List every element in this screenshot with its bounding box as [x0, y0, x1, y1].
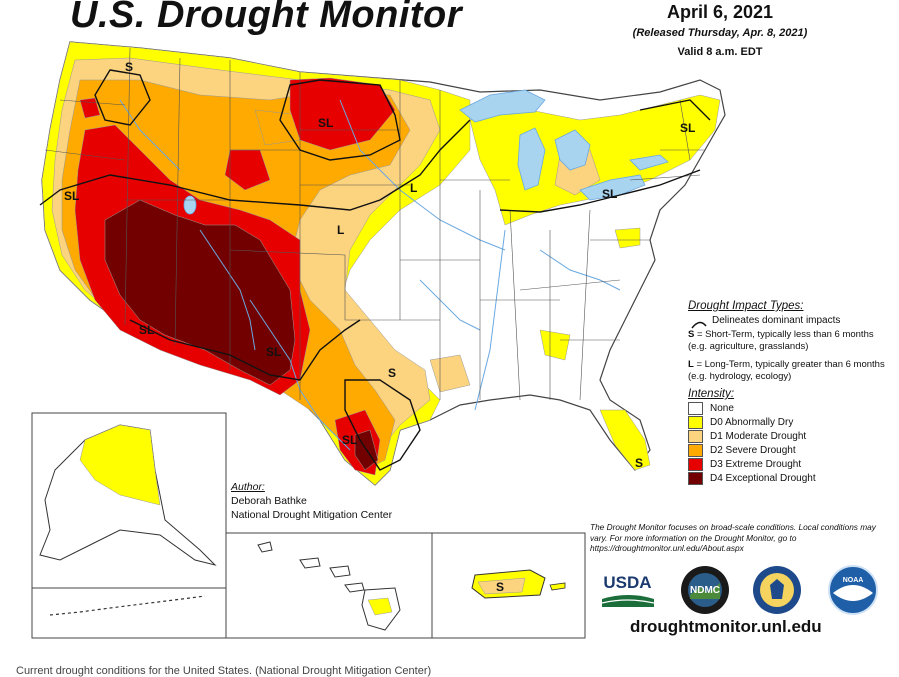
short-term-text: = Short-Term, typically less than 6 mont… — [688, 329, 874, 352]
intensity-label: D0 Abnormally Dry — [710, 417, 794, 428]
released-date: (Released Thursday, Apr. 8, 2021) — [632, 27, 808, 39]
map-label-sl: SL — [680, 121, 696, 135]
intensity-label: D2 Severe Drought — [710, 445, 796, 456]
intensity-row: D4 Exceptional Drought — [688, 472, 893, 485]
noaa-logo[interactable]: NOAA — [828, 565, 878, 615]
ndmc-logo-text: NDMC — [690, 584, 720, 596]
intensity-label: D4 Exceptional Drought — [710, 473, 816, 484]
map-label-l: L — [337, 223, 345, 237]
noaa-seal-icon — [828, 565, 878, 615]
intensity-label: D3 Extreme Drought — [710, 459, 802, 470]
long-term-note: L = Long-Term, typically greater than 6 … — [688, 359, 893, 383]
author-block: Author: Deborah Bathke National Drought … — [231, 480, 392, 522]
short-term-key: S — [688, 329, 695, 340]
website-link[interactable]: droughtmonitor.unl.edu — [630, 617, 822, 636]
author-org: National Drought Mitigation Center — [231, 509, 393, 521]
map-label-l: L — [410, 181, 418, 195]
author-name: Deborah Bathke — [231, 495, 307, 507]
hawaii-inset-frame — [225, 532, 433, 639]
intensity-swatch — [688, 444, 703, 457]
intensity-label: None — [710, 403, 734, 414]
commerce-logo[interactable] — [752, 565, 802, 615]
alaska-d0 — [79, 424, 161, 506]
noaa-logo-text: NOAA — [842, 577, 864, 584]
intensity-swatch — [688, 416, 703, 429]
long-term-text: = Long-Term, typically greater than 6 mo… — [688, 359, 885, 382]
intensity-list: None D0 Abnormally Dry D1 Moderate Drought… — [688, 402, 893, 485]
intensity-heading: Intensity: — [688, 388, 735, 400]
impact-line-sample-icon — [691, 321, 707, 329]
map-label-s: S — [635, 456, 644, 470]
intensity-swatch — [688, 472, 703, 485]
impact-lines — [39, 69, 711, 471]
rivers — [119, 99, 621, 451]
great-lakes — [183, 89, 669, 215]
legend: Drought Impact Types: Delineates dominan… — [688, 300, 893, 486]
map-label-s: S — [125, 60, 134, 74]
map-label-sl: SL — [139, 323, 155, 337]
disclaimer-note: The Drought Monitor focuses on broad-sca… — [590, 522, 876, 553]
map-title: U.S. Drought Monitor — [70, 0, 463, 36]
usda-logo-text: USDA — [603, 573, 652, 592]
ndmc-seal-icon — [681, 566, 729, 614]
impact-types-heading: Drought Impact Types: — [688, 300, 804, 312]
department-of-commerce-seal-icon — [753, 566, 801, 614]
intensity-row: D0 Abnormally Dry — [688, 416, 893, 429]
usda-hills-icon — [601, 595, 654, 607]
intensity-row: D3 Extreme Drought — [688, 458, 893, 471]
map-label-sl: SL — [342, 433, 358, 447]
intensity-swatch — [688, 402, 703, 415]
image-caption: Current drought conditions for the Unite… — [16, 665, 432, 677]
map-date: April 6, 2021 — [666, 2, 774, 22]
intensity-label: D1 Moderate Drought — [710, 431, 807, 442]
map-label-s: S — [388, 366, 397, 380]
map-label-s: S — [496, 580, 505, 594]
delineates-label: Delineates dominant impacts — [712, 315, 841, 326]
state-lines — [44, 47, 705, 401]
intensity-swatch — [688, 430, 703, 443]
map-label-sl: SL — [602, 187, 618, 201]
map-label-sl: SL — [266, 345, 282, 359]
intensity-swatch — [688, 458, 703, 471]
intensity-row: D2 Severe Drought — [688, 444, 893, 457]
author-heading: Author: — [231, 481, 265, 493]
map-label-sl: SL — [318, 116, 334, 130]
map-label-sl: SL — [64, 189, 80, 203]
usda-logo[interactable]: USDA — [600, 565, 655, 615]
aleutian-inset-frame — [31, 587, 227, 639]
short-term-note: S = Short-Term, typically less than 6 mo… — [688, 329, 893, 353]
valid-time: Valid 8 a.m. EDT — [677, 46, 763, 58]
intensity-row: D1 Moderate Drought — [688, 430, 893, 443]
long-term-key: L — [688, 359, 694, 370]
ndmc-logo[interactable]: NDMC — [680, 565, 730, 615]
intensity-row: None — [688, 402, 893, 415]
